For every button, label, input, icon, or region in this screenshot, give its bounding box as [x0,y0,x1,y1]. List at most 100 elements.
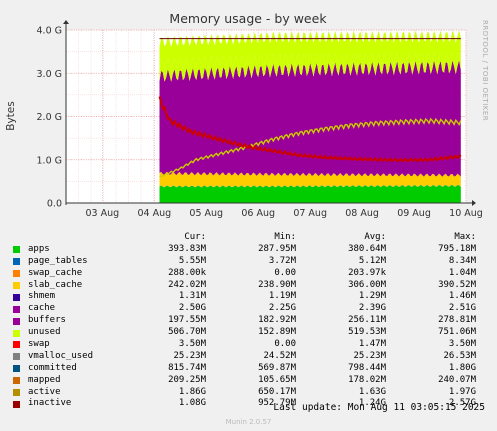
legend-name: swap [28,339,50,350]
legend-name: slab_cache [28,279,83,290]
area-apps [159,184,461,203]
legend-swatch [13,389,20,397]
legend-avg: 1.63G [358,386,386,397]
legend-min: 952.79M [258,398,296,409]
legend-row: swap 3.50M 0.00 1.47M 3.50M [10,339,490,351]
y-tick-label: 3.0 G [37,69,63,80]
legend-swatch [13,317,20,325]
legend-header: Cur: Min: Avg: Max: [10,232,490,244]
legend-cur: 197.55M [168,315,206,326]
legend-max: 8.34M [448,255,476,266]
legend-swatch [13,305,20,313]
memory-chart: Memory usage - by week Bytes RRDTOOL / T… [5,11,489,219]
legend-table: Cur: Min: Avg: Max: apps 393.83M 287.95M 38… [10,232,490,410]
legend-cur: 209.25M [168,374,206,385]
legend-name: inactive [28,398,72,409]
legend-avg: 203.97k [348,267,386,278]
legend-swatch [13,282,20,289]
legend-cur: 815.74M [168,362,206,373]
legend-avg: 798.44M [348,362,386,373]
x-tick-label: 04 Aug [137,208,171,219]
legend-swatch [13,329,20,337]
legend-swatch [13,293,20,301]
legend-name: swap_cache [28,267,83,278]
legend-swatch [13,377,20,385]
legend-avg: 178.02M [348,374,386,385]
legend-max: 1.80G [448,362,476,373]
legend-row: cache 2.50G 2.25G 2.39G 2.51G [10,303,490,315]
legend-avg: 1.29M [358,291,386,302]
legend-cur: 393.83M [168,243,206,254]
legend-max: 26.53M [443,350,476,361]
legend-name: vmalloc_used [28,350,94,361]
legend-cur: 25.23M [173,350,206,361]
munin-version: Munin 2.0.57 [225,418,272,426]
legend-cur: 1.31M [178,291,206,302]
legend-cur: 5.55M [178,255,206,266]
legend-avg: 1.24G [358,398,386,409]
x-tick-label: 09 Aug [397,208,431,219]
legend-row: vmalloc_used 25.23M 24.52M 25.23M 26.53M [10,351,490,363]
legend-max: 751.06M [438,327,476,338]
legend-min: 24.52M [263,350,296,361]
y-axis-arrow [63,20,69,24]
legend-min: 287.95M [258,243,296,254]
rrdtool-credit: RRDTOOL / TOBI OETIKER [481,20,489,121]
legend-row: unused 506.70M 152.89M 519.53M 751.06M [10,327,490,339]
y-tick-label: 4.0 G [37,26,63,37]
legend-min: 0.00 [274,339,296,350]
legend-max: 2.57G [448,398,476,409]
x-tick-label: 05 Aug [189,208,223,219]
legend-row: active 1.86G 650.17M 1.63G 1.97G [10,387,490,399]
legend-max: 795.18M [438,243,476,254]
last-update: Last update: Mon Aug 11 03:05:15 2025 [273,402,485,413]
legend-min: 3.72M [268,255,296,266]
legend-avg: 380.64M [348,243,386,254]
x-tick-label: 06 Aug [241,208,275,219]
legend-swatch [13,258,20,266]
legend-max: 3.50M [448,339,476,350]
x-tick-label: 03 Aug [86,208,120,219]
legend-cur: 1.86G [178,386,206,397]
y-tick-labels: 0.0 1.0 G 2.0 G 3.0 G 4.0 G [37,26,63,210]
legend-row: page_tables 5.55M 3.72M 5.12M 8.34M [10,256,490,268]
area-page_tables [159,184,461,188]
legend-min: 650.17M [258,386,296,397]
legend-min: 105.65M [258,374,296,385]
legend-name: mapped [28,374,61,385]
legend-swatch [13,270,20,278]
header-min: Min: [274,232,296,242]
legend-min: 238.90M [258,279,296,290]
area-buffers [159,51,461,82]
legend-name: unused [28,327,61,338]
line-inactive [158,96,462,163]
legend-max: 1.04M [448,267,476,278]
area-unused [159,30,461,70]
legend-swatch [13,353,20,361]
legend-max: 1.46M [448,291,476,302]
legend-row: swap_cache 288.00k 0.00 203.97k 1.04M [10,268,490,280]
y-axis-label: Bytes [5,101,17,130]
legend-row: apps 393.83M 287.95M 380.64M 795.18M [10,244,490,256]
legend-row: shmem 1.31M 1.19M 1.29M 1.46M [10,291,490,303]
header-cur: Cur: [184,232,206,242]
legend-row: mapped 209.25M 105.65M 178.02M 240.07M [10,375,490,387]
legend-avg: 5.12M [358,255,386,266]
series-lines [158,96,462,178]
legend-row: buffers 197.55M 182.92M 256.11M 278.81M [10,315,490,327]
x-tick-label: 10 Aug [449,208,483,219]
area-slab_cache [159,171,461,188]
legend-row: slab_cache 242.02M 238.90M 306.00M 390.52M [10,280,490,292]
legend-swatch [13,341,20,349]
legend-max: 2.51G [448,303,476,314]
y-tick-label: 1.0 G [37,155,63,166]
legend-avg: 1.47M [358,339,386,350]
legend-swatch [13,400,20,408]
legend-avg: 2.39G [358,303,386,314]
legend-cur: 2.50G [178,303,206,314]
legend-name: active [28,386,61,397]
legend-cur: 242.02M [168,279,206,290]
header-avg: Avg: [364,232,386,242]
legend-avg: 256.11M [348,315,386,326]
legend-max: 240.07M [438,374,476,385]
